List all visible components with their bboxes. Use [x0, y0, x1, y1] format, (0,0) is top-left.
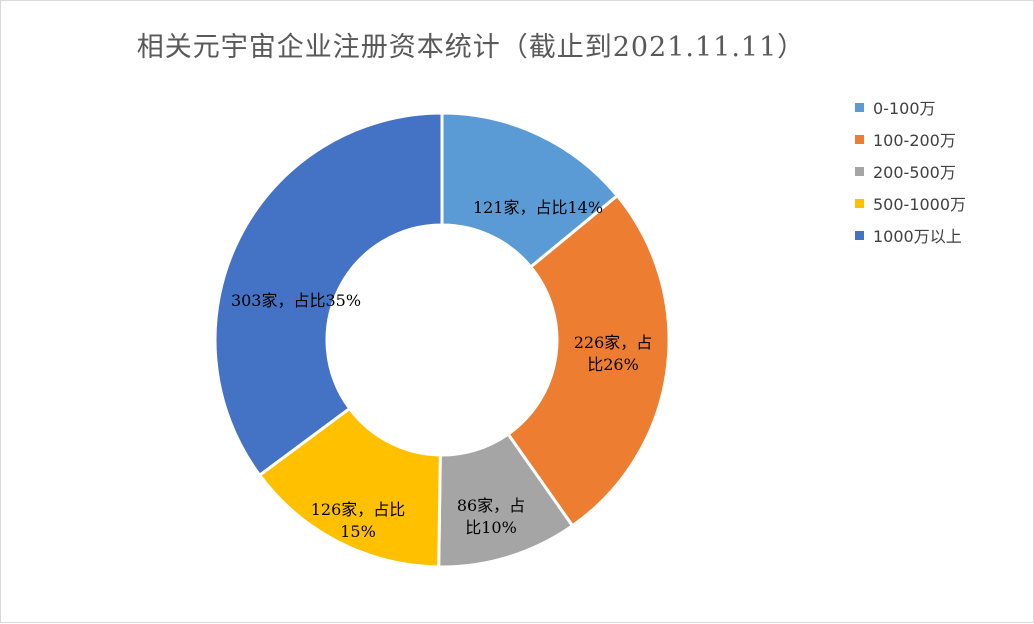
legend-swatch-0-100 [855, 102, 864, 112]
legend-label-500-1000: 500-1000万 [873, 195, 967, 214]
legend-swatch-200-500 [855, 166, 864, 176]
legend-item-0-100: 0-100万 [855, 91, 966, 123]
legend: 0-100万 100-200万 200-500万 500-1000万 1000万… [855, 91, 966, 251]
legend-label-200-500: 200-500万 [873, 163, 956, 182]
legend-swatch-1000-plus [855, 230, 864, 240]
legend-item-100-200: 100-200万 [855, 123, 966, 155]
legend-swatch-100-200 [855, 134, 864, 144]
slice-500-1000 [257, 406, 442, 569]
legend-item-200-500: 200-500万 [855, 155, 966, 187]
data-label-200-500: 86家，占比10% [457, 496, 525, 537]
legend-label-1000-plus: 1000万以上 [873, 227, 962, 246]
legend-swatch-500-1000 [855, 198, 864, 208]
legend-item-1000-plus: 1000万以上 [855, 219, 966, 251]
data-label-0-100: 121家，占比14% [473, 198, 603, 217]
legend-item-500-1000: 500-1000万 [855, 187, 966, 219]
data-label-1000-plus: 303家，占比35% [231, 291, 361, 310]
slice-1000-plus [213, 111, 444, 478]
slice-100-200 [506, 193, 671, 528]
legend-label-0-100: 0-100万 [873, 99, 936, 118]
data-label-500-1000: 126家，占比 15% [311, 500, 406, 541]
legend-label-100-200: 100-200万 [873, 131, 956, 150]
data-label-100-200: 226家，占比26% [574, 333, 653, 374]
chart-title: 相关元宇宙企业注册资本统计（截止到2021.11.11） [136, 32, 806, 63]
